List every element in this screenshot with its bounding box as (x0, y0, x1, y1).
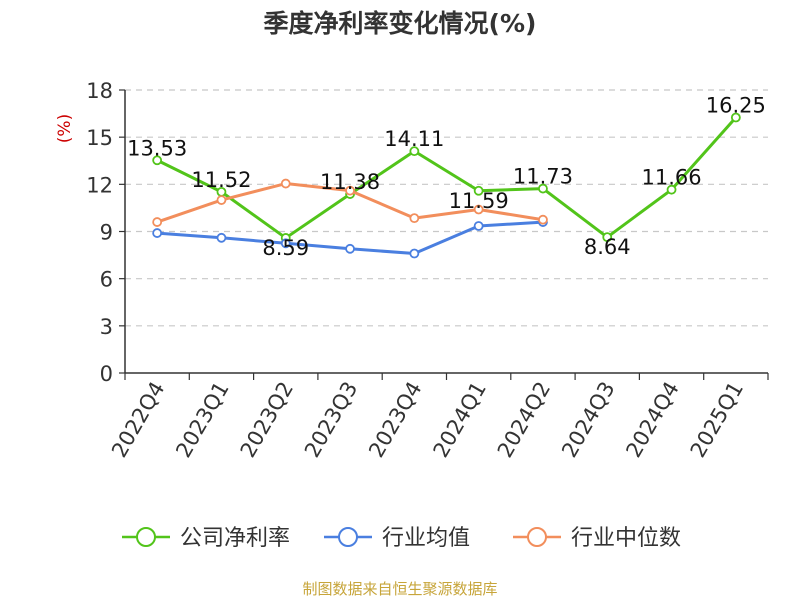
x-tick-label: 2025Q1 (686, 378, 748, 462)
data-point (473, 221, 484, 231)
data-label: 11.59 (449, 189, 509, 213)
y-axis-label: (%) (55, 114, 75, 143)
series-line (156, 116, 737, 240)
data-point (345, 185, 355, 196)
y-tick-label: 18 (86, 79, 113, 103)
x-tick-label: 2024Q3 (557, 378, 619, 462)
data-point (409, 248, 420, 259)
x-tick-label: 2023Q2 (236, 378, 298, 462)
data-label: 8.59 (262, 236, 309, 260)
data-point (473, 185, 484, 196)
data-point (152, 228, 163, 238)
data-point (152, 217, 163, 227)
data-label: 11.73 (513, 165, 573, 189)
legend-item: 行业中位数 (513, 526, 681, 551)
data-point (280, 238, 291, 249)
data-point (280, 178, 291, 189)
x-tick-label: 2023Q3 (300, 378, 362, 462)
legend-marker (136, 527, 156, 547)
x-tick-label: 2022Q4 (107, 378, 169, 462)
y-tick-label: 3 (100, 315, 113, 339)
legend-marker (338, 527, 358, 547)
y-tick-label: 15 (86, 126, 113, 150)
data-point (473, 204, 484, 215)
data-label: 14.11 (384, 127, 444, 151)
data-point (216, 232, 227, 243)
data-label: 11.66 (641, 166, 701, 190)
legend-item: 公司净利率 (122, 526, 290, 551)
data-point (216, 195, 227, 205)
legend-label: 行业均值 (382, 526, 470, 551)
data-label: 11.52 (191, 168, 251, 192)
data-point (152, 155, 163, 166)
data-point (730, 112, 741, 123)
series-lines (152, 112, 741, 259)
x-tick-label: 2024Q2 (493, 378, 555, 462)
x-tick-label: 2023Q4 (364, 378, 426, 462)
data-point (602, 232, 613, 243)
data-label: 13.53 (127, 136, 187, 160)
gridlines (125, 89, 768, 327)
x-tick-label: 2024Q4 (621, 378, 683, 462)
data-label: 11.38 (320, 170, 380, 194)
y-tick-label: 9 (100, 221, 113, 245)
data-label: 8.64 (584, 235, 631, 259)
data-point (666, 184, 677, 195)
legend: 公司净利率 行业均值 行业中位数 (122, 526, 681, 551)
data-point (409, 146, 420, 157)
chart-title: 季度净利率变化情况(%) (263, 9, 537, 38)
data-label: 16.25 (706, 94, 766, 118)
source-note: 制图数据来自恒生聚源数据库 (302, 580, 498, 598)
legend-marker (527, 527, 547, 547)
x-tick-label: 2024Q1 (429, 378, 491, 462)
legend-label: 行业中位数 (571, 526, 681, 551)
data-point (345, 243, 355, 254)
y-tick-label: 12 (86, 173, 113, 197)
data-point (538, 214, 548, 225)
legend-item: 行业均值 (324, 526, 470, 551)
x-tick-label: 2023Q1 (171, 378, 233, 462)
legend-label: 公司净利率 (180, 526, 290, 551)
data-point (409, 213, 420, 224)
y-tick-label: 6 (100, 268, 113, 292)
y-tick-label: 0 (100, 362, 113, 386)
data-point (538, 183, 548, 194)
